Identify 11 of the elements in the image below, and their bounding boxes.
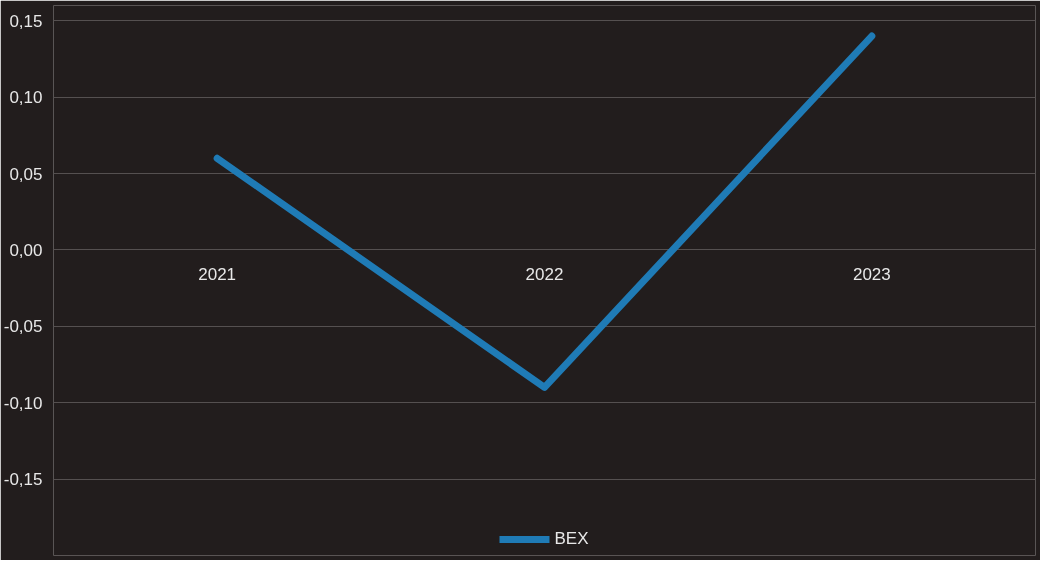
- y-tick-label: 0,00: [9, 240, 43, 260]
- x-tick-label: 2022: [525, 264, 564, 284]
- y-tick-label: 0,10: [9, 88, 43, 108]
- y-tick-label: -0,15: [3, 470, 43, 490]
- x-tick-label: 2023: [852, 264, 891, 284]
- x-tick-label: 2021: [198, 264, 237, 284]
- y-tick-label: 0,15: [9, 11, 43, 31]
- y-tick-label: -0,10: [3, 393, 43, 413]
- y-tick-label: -0,05: [3, 317, 43, 337]
- y-tick-label: 0,05: [9, 164, 43, 184]
- legend-label: BEX: [554, 529, 589, 549]
